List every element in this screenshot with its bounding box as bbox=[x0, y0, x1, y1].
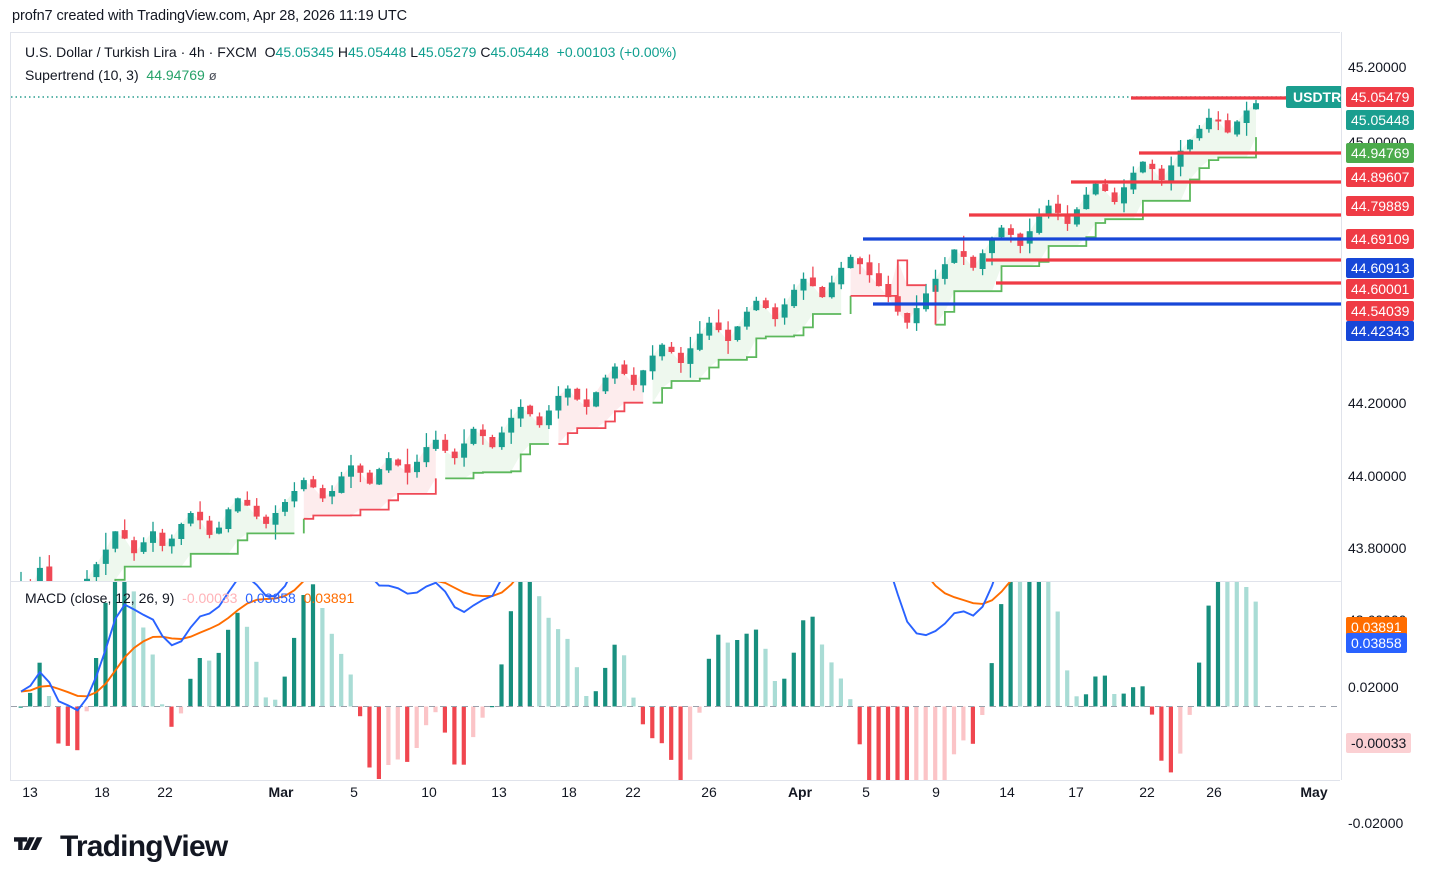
pane-divider bbox=[11, 581, 1341, 582]
time-axis-tick: 13 bbox=[22, 784, 38, 800]
price-axis-chip[interactable]: 44.60913 bbox=[1346, 258, 1415, 278]
time-axis[interactable]: 13 18 22 Mar 5 10 13 18 22 26 Apr 5 9 14 17 22 26 May bbox=[0, 782, 1340, 810]
time-axis-tick: 26 bbox=[1206, 784, 1222, 800]
price-axis-chip[interactable]: 44.60001 bbox=[1346, 279, 1415, 299]
price-axis-chip[interactable]: 44.69109 bbox=[1346, 229, 1415, 249]
price-axis-tick: -0.02000 bbox=[1348, 815, 1404, 831]
price-axis-chip[interactable]: -0.00033 bbox=[1346, 733, 1412, 753]
price-chart-canvas bbox=[11, 96, 1341, 581]
price-axis-chip[interactable]: 44.79889 bbox=[1346, 196, 1415, 216]
symbol-price-tag: USDTRY bbox=[1286, 86, 1341, 108]
time-axis-tick: 14 bbox=[999, 784, 1015, 800]
time-axis-tick: 22 bbox=[157, 784, 173, 800]
time-axis-tick: 26 bbox=[701, 784, 717, 800]
time-axis-tick: 18 bbox=[561, 784, 577, 800]
price-axis[interactable]: 45.20000 45.00000 44.20000 44.00000 43.80000… bbox=[1341, 32, 1450, 831]
price-axis-tick: 43.80000 bbox=[1348, 540, 1407, 556]
macd-pane[interactable]: MACD (close, 12, 26, 9) -0.00033 0.03858… bbox=[11, 582, 1341, 781]
attribution-text: profn7 created with TradingView.com, Apr… bbox=[12, 8, 407, 24]
time-axis-tick: 9 bbox=[932, 784, 940, 800]
price-axis-chip[interactable]: 44.94769 bbox=[1346, 143, 1415, 163]
time-axis-tick: 10 bbox=[421, 784, 437, 800]
price-axis-tick: 0.02000 bbox=[1348, 679, 1399, 695]
time-axis-tick: 17 bbox=[1068, 784, 1084, 800]
price-axis-chip[interactable]: 0.03891 bbox=[1346, 617, 1407, 637]
chart-frame: U.S. Dollar / Turkish Lira · 4h · FXCM O… bbox=[10, 32, 1341, 781]
macd-chart-canvas bbox=[11, 582, 1341, 781]
time-axis-tick: 22 bbox=[625, 784, 641, 800]
price-axis-tick: 44.20000 bbox=[1348, 395, 1407, 411]
footer: TradingView bbox=[14, 830, 228, 864]
price-axis-chip[interactable]: 0.03858 bbox=[1346, 633, 1407, 653]
symbol-tag-label: USDTRY bbox=[1293, 89, 1341, 105]
time-axis-tick: Mar bbox=[268, 784, 294, 800]
price-pane[interactable]: U.S. Dollar / Turkish Lira · 4h · FXCM O… bbox=[11, 33, 1341, 581]
time-axis-tick: 18 bbox=[94, 784, 110, 800]
time-axis-tick: Apr bbox=[787, 784, 813, 800]
tradingview-wordmark: TradingView bbox=[60, 830, 228, 863]
tradingview-logo-icon bbox=[14, 835, 50, 859]
price-axis-chip[interactable]: 45.05448 bbox=[1346, 110, 1415, 130]
time-axis-tick: 5 bbox=[862, 784, 870, 800]
price-axis-chip[interactable]: 44.89607 bbox=[1346, 167, 1415, 187]
price-axis-chip[interactable]: 44.42343 bbox=[1346, 321, 1415, 341]
time-axis-tick: 13 bbox=[491, 784, 507, 800]
price-axis-chip[interactable]: 44.54039 bbox=[1346, 301, 1415, 321]
price-axis-tick: 44.00000 bbox=[1348, 468, 1407, 484]
price-axis-tick: 45.20000 bbox=[1348, 59, 1407, 75]
price-axis-chip[interactable]: 45.05479 bbox=[1346, 87, 1415, 107]
time-axis-separator bbox=[10, 780, 1340, 781]
time-axis-tick: May bbox=[1300, 784, 1328, 800]
time-axis-tick: 22 bbox=[1139, 784, 1155, 800]
time-axis-tick: 5 bbox=[350, 784, 358, 800]
